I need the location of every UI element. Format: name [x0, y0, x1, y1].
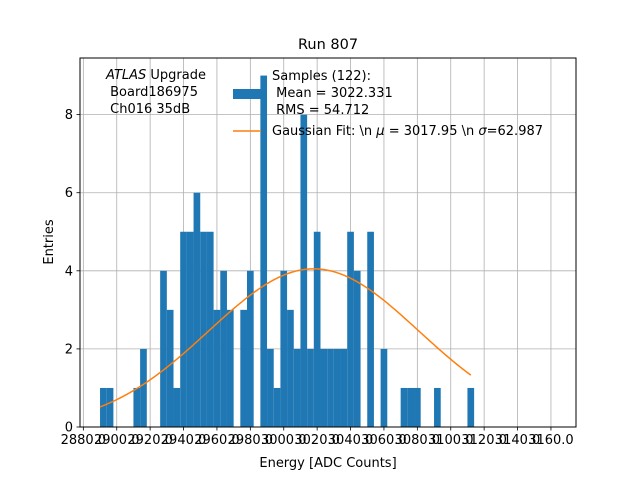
x-tick-label: 2940.0: [161, 433, 207, 448]
plot-frame: [79, 57, 577, 428]
legend-fit-mu-value: = 3017.95 \n: [385, 124, 479, 139]
legend-histogram-line-3: RMS = 54.712: [272, 103, 369, 118]
y-tick-label: 4: [65, 264, 73, 279]
y-tick-label: 0: [65, 421, 73, 436]
x-tick-label: 2920.0: [127, 433, 173, 448]
gaussian-fit-curve: [99, 268, 472, 408]
x-axis-ticks: 2880.02900.02920.02940.02960.02980.03000…: [61, 427, 574, 448]
histogram-bar: [186, 231, 194, 427]
atlas-italic: ATLAS: [105, 68, 146, 83]
x-tick-label: 3020.0: [294, 433, 340, 448]
x-axis-label: Energy [ADC Counts]: [259, 456, 396, 471]
grid: [80, 58, 576, 428]
histogram-bar: [353, 270, 361, 427]
x-tick-label: 3040.0: [328, 433, 374, 448]
x-tick-label: 2880.0: [61, 433, 107, 448]
histogram-bar: [200, 231, 207, 427]
histogram-bar: [327, 348, 334, 427]
legend-histogram-swatch: [233, 89, 261, 99]
atlas-annotation: ATLAS Upgrade Board186975 Ch016 35dB: [105, 68, 206, 117]
histogram-bar: [300, 114, 308, 427]
histogram-bar: [340, 348, 348, 427]
x-tick-label: 2960.0: [194, 433, 240, 448]
histogram-bar: [347, 231, 354, 427]
histogram-bar: [407, 387, 415, 427]
histogram-bar: [434, 387, 441, 427]
legend-fit-label: Gaussian Fit: \n μ = 3017.95 \n σ=62.987: [272, 124, 543, 139]
histogram-bar: [247, 270, 254, 427]
legend-histogram-line-1: Samples (122):: [272, 69, 371, 84]
legend-fit-sigma-value: =62.987: [487, 124, 543, 139]
y-tick-label: 2: [65, 342, 73, 357]
histogram-bar: [166, 309, 174, 427]
histogram-bar: [260, 75, 268, 428]
x-tick-label: 2900.0: [94, 433, 140, 448]
histogram-bar: [293, 348, 301, 427]
histogram-bar: [193, 192, 201, 427]
histogram-bar: [320, 348, 328, 427]
histogram-bar: [267, 348, 274, 427]
x-tick-label: 3000.0: [261, 433, 307, 448]
legend-fit-mu: μ: [375, 124, 384, 139]
histogram-bar: [106, 387, 114, 427]
x-tick-label: 3100.0: [428, 433, 474, 448]
y-tick-label: 6: [65, 186, 73, 201]
histogram-bar: [280, 270, 288, 427]
legend-histogram-line-2: Mean = 3022.331: [272, 86, 393, 101]
y-axis-label: Entries: [42, 219, 57, 265]
legend-fit-prefix: Gaussian Fit: \n: [272, 124, 376, 139]
histogram-bar: [173, 387, 181, 427]
histogram-bar: [133, 387, 141, 427]
annotation-line-3: Ch016 35dB: [106, 102, 190, 117]
legend: Samples (122): Mean = 3022.331 RMS = 54.…: [233, 69, 543, 139]
histogram-bar: [220, 270, 227, 427]
annotation-line-2: Board186975: [106, 85, 198, 100]
histogram-bar: [367, 231, 374, 427]
histogram-bar: [333, 348, 341, 427]
histogram-bar: [287, 309, 294, 427]
x-tick-label: 3120.0: [461, 433, 507, 448]
x-tick-label: 3160.0: [528, 433, 574, 448]
gaussian-fit: [99, 268, 472, 408]
x-tick-label: 3080.0: [395, 433, 441, 448]
x-tick-label: 3140.0: [495, 433, 541, 448]
histogram-bar: [273, 387, 281, 427]
histogram-bar: [400, 387, 408, 427]
histogram-bar: [140, 348, 147, 427]
histogram-bar: [467, 387, 475, 427]
legend-fit-sigma: σ: [478, 124, 487, 139]
chart-title: Run 807: [298, 37, 358, 53]
histogram-bar: [380, 348, 388, 427]
histogram-bar: [307, 348, 314, 427]
histogram-bar: [313, 231, 321, 427]
y-axis-ticks: 0 2 4 6 8: [65, 108, 80, 436]
histogram-bar: [226, 309, 234, 427]
histogram-bar: [213, 309, 221, 427]
histogram-bar: [180, 231, 187, 427]
x-tick-label: 2980.0: [228, 433, 274, 448]
y-tick-label: 8: [65, 108, 73, 123]
histogram-bar: [100, 387, 107, 427]
annotation-line-1: ATLAS Upgrade: [105, 68, 206, 83]
histogram-bar: [160, 270, 167, 427]
annotation-upgrade: Upgrade: [146, 68, 206, 83]
histogram-bar: [240, 309, 248, 427]
histogram-bar: [414, 387, 421, 427]
x-tick-label: 3060.0: [361, 433, 407, 448]
